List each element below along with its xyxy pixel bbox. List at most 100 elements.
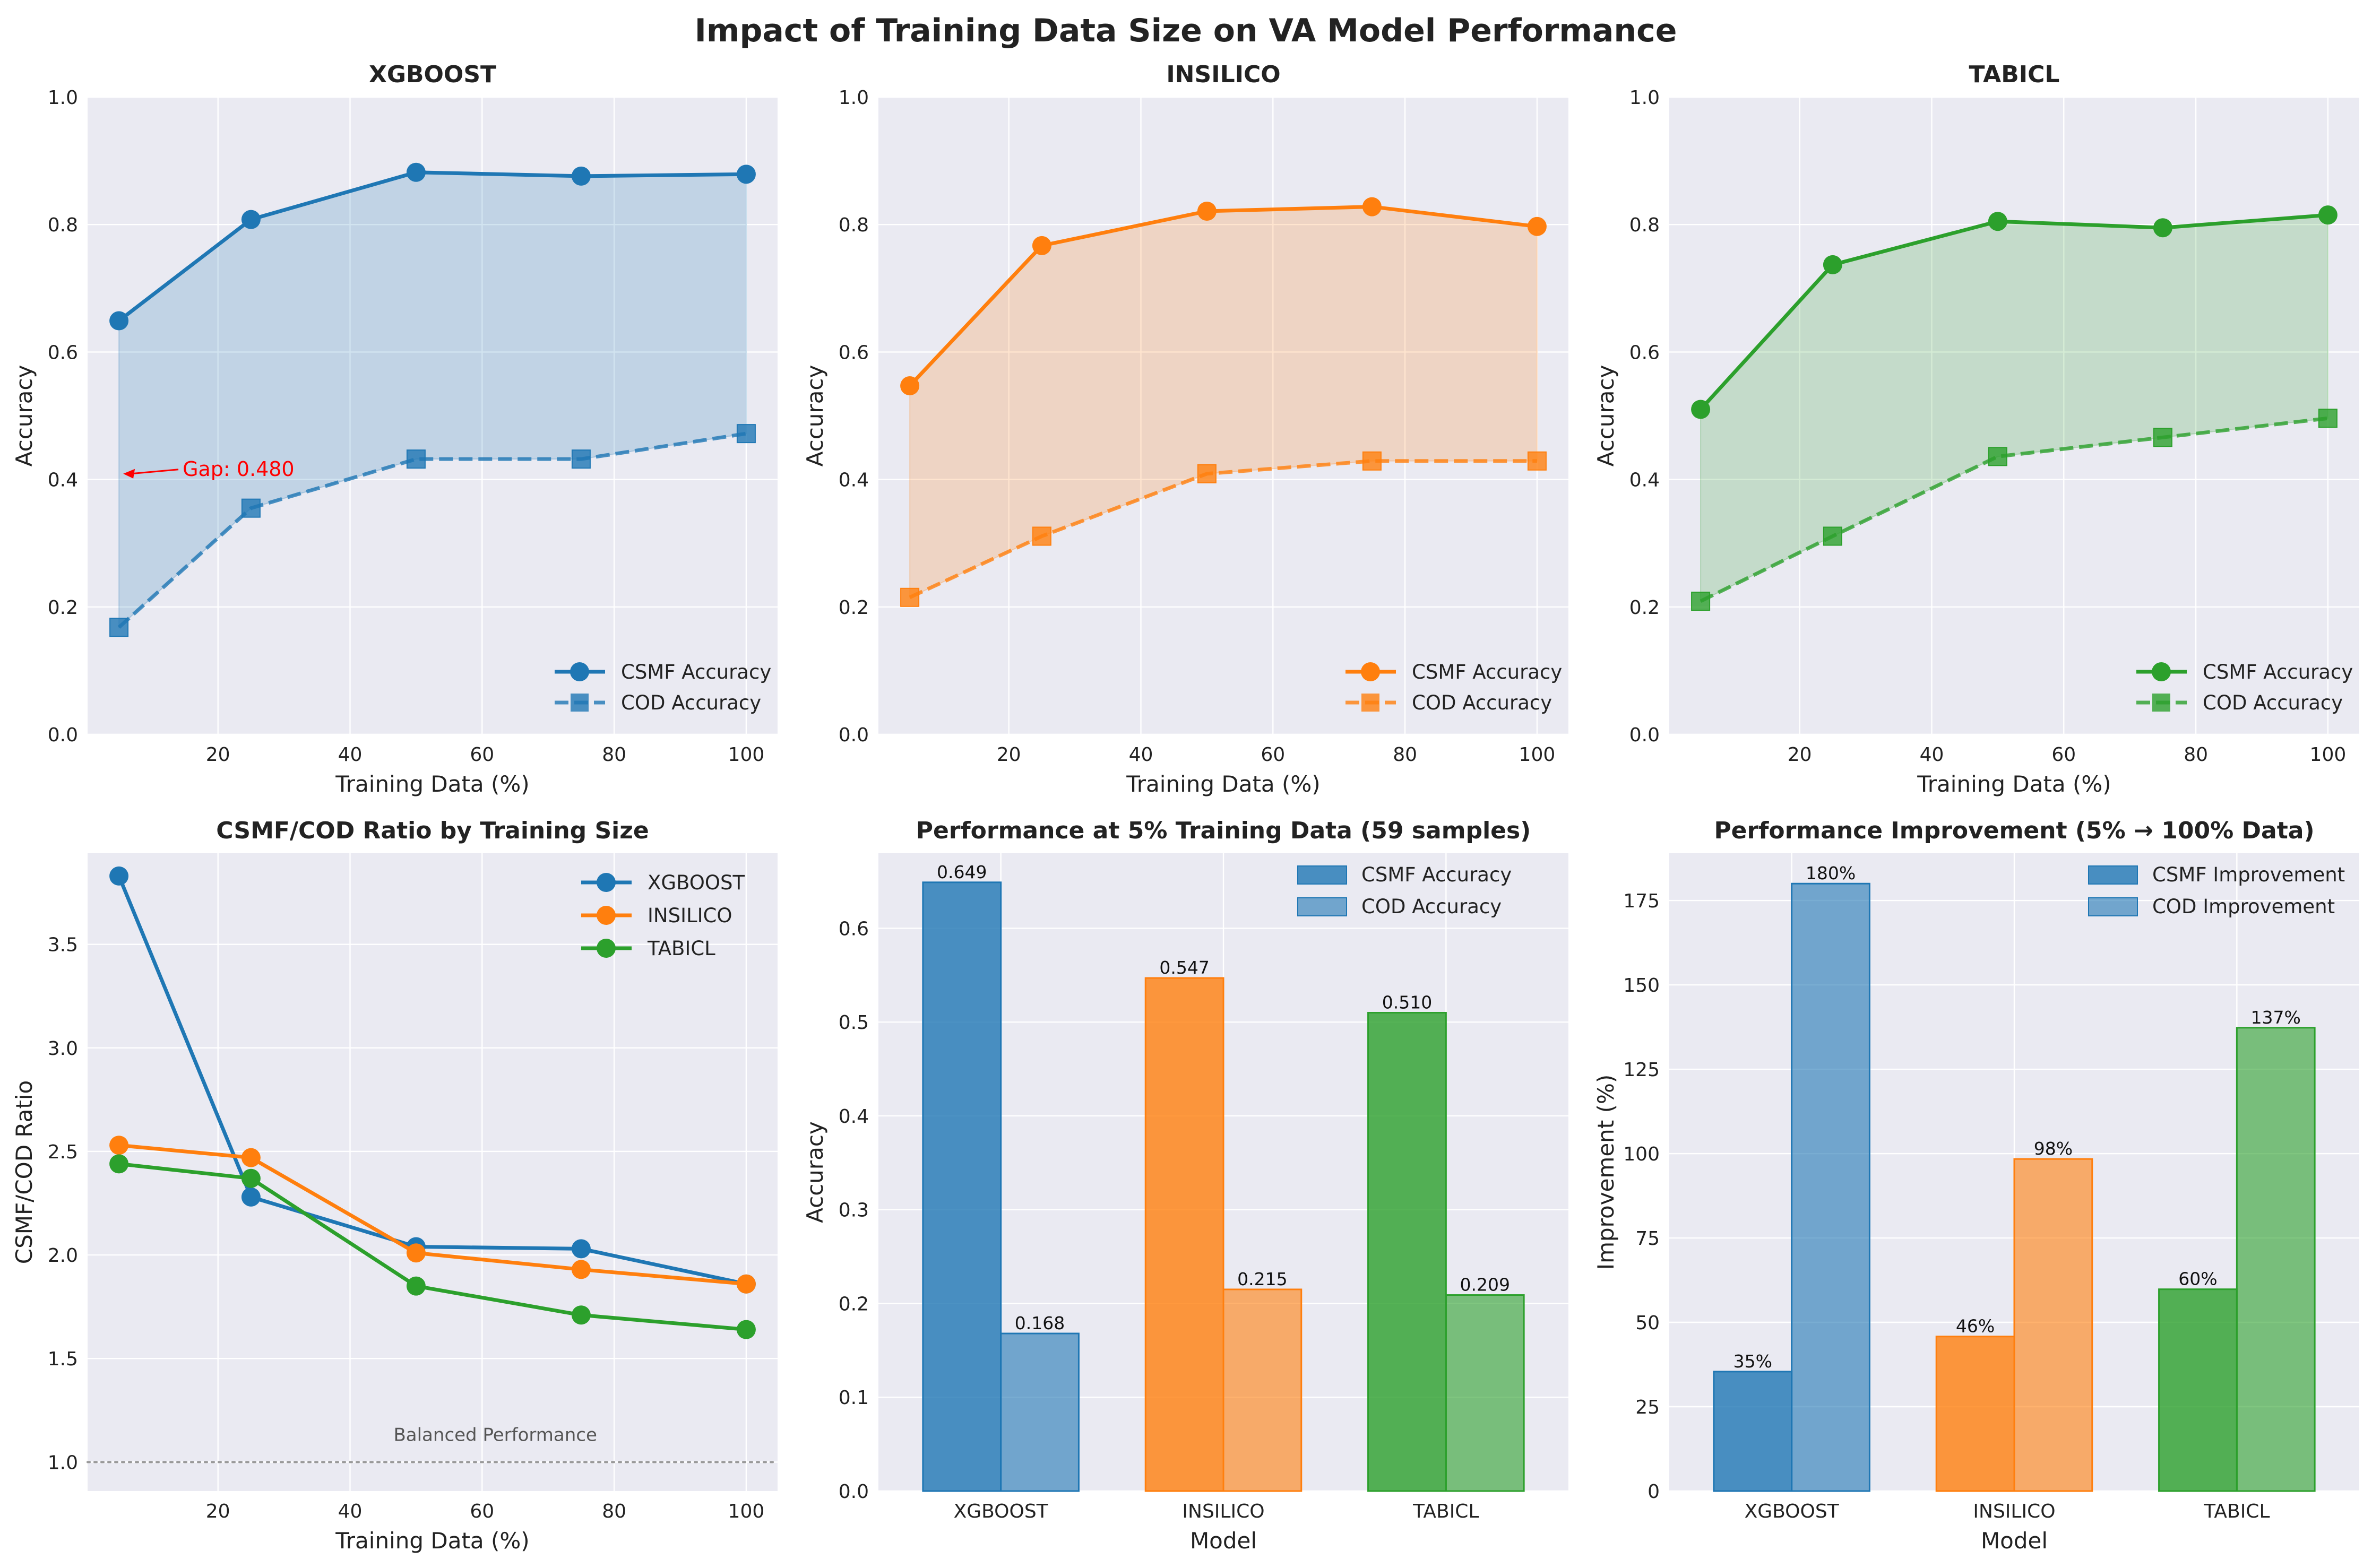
cod-accuracy-point: [1197, 464, 1217, 483]
legend-label: INSILICO: [648, 904, 732, 927]
legend-label: XGBOOST: [648, 871, 745, 894]
x-tick-label: INSILICO: [1182, 1501, 1264, 1522]
legend-marker-csmf: [2152, 662, 2171, 681]
x-axis-label: Training Data (%): [1126, 771, 1320, 797]
y-tick-label: 0.3: [839, 1200, 869, 1222]
ratio-point-tabicl: [406, 1276, 426, 1296]
x-tick-label: 100: [2310, 744, 2347, 766]
legend-label-cod: COD Accuracy: [621, 691, 761, 714]
panel-title: TABICL: [1969, 61, 2060, 88]
csmf-accuracy-point: [2153, 218, 2172, 238]
x-tick-label: 20: [997, 744, 1021, 766]
ratio-point-tabicl: [571, 1305, 591, 1325]
cod-accuracy-point: [571, 449, 591, 469]
y-tick-label: 0.2: [48, 597, 78, 619]
bar-tabicl-cod: [2236, 1027, 2316, 1492]
legend-label: CSMF Accuracy: [1361, 863, 1512, 886]
y-tick-label: 0.5: [839, 1012, 869, 1034]
legend-swatch: [2088, 897, 2138, 916]
ratio-point-xgboost: [109, 866, 129, 886]
csmf-accuracy-point: [2318, 205, 2338, 225]
plot-area: [88, 97, 778, 734]
csmf-accuracy-point: [736, 164, 756, 184]
legend-label-csmf: CSMF Accuracy: [1412, 661, 1562, 683]
ratio-point-tabicl: [736, 1320, 756, 1339]
cod-accuracy-point: [406, 449, 426, 469]
cod-accuracy-line: [117, 431, 747, 629]
panel-title: Performance Improvement (5% → 100% Data): [1714, 817, 2314, 844]
y-axis-label: Accuracy: [1593, 365, 1619, 467]
ratio-point-insilico: [109, 1136, 129, 1155]
bar-tabicl-cod: [1445, 1294, 1525, 1492]
panel-3: TABICL Training Data (%) Accuracy 0.0 0.2 0.4…: [1593, 61, 2359, 797]
bar-value-label: 0.168: [1015, 1313, 1065, 1333]
ratio-point-insilico: [241, 1148, 261, 1167]
csmf-accuracy-point: [900, 376, 920, 396]
y-tick-label: 1.5: [48, 1348, 78, 1370]
y-tick-label: 0.8: [48, 214, 78, 236]
y-tick-label: 3.5: [48, 934, 78, 956]
cod-accuracy-point: [2318, 409, 2338, 428]
x-tick-label: 60: [470, 1501, 494, 1522]
x-axis-label: Training Data (%): [1917, 771, 2111, 797]
csmf-accuracy-point: [1823, 255, 1842, 274]
x-tick-label: 80: [602, 1501, 626, 1522]
bar-value-label: 0.510: [1382, 992, 1432, 1013]
bar-xgboost-cod: [1000, 1332, 1080, 1492]
x-tick-label: 20: [1788, 744, 1812, 766]
csmf-accuracy-point: [1197, 201, 1217, 221]
bar-value-label: 137%: [2251, 1007, 2301, 1028]
ratio-point-tabicl: [241, 1168, 261, 1188]
y-tick-label: 0.2: [1629, 597, 1660, 619]
legend-marker-cod: [571, 694, 589, 712]
plot-area: [1669, 97, 2359, 734]
panel-title: CSMF/COD Ratio by Training Size: [216, 817, 649, 844]
y-tick-label: 75: [1635, 1228, 1660, 1250]
csmf-accuracy-point: [1691, 400, 1711, 419]
y-tick-label: 0.2: [839, 1293, 869, 1315]
y-tick-label: 1.0: [48, 1452, 78, 1474]
legend-label: COD Accuracy: [1361, 895, 1502, 918]
y-tick-label: 0.4: [839, 1106, 869, 1128]
panel-title: INSILICO: [1166, 61, 1280, 88]
x-axis-label: Model: [1190, 1528, 1257, 1554]
y-tick-label: 25: [1635, 1397, 1660, 1418]
cod-accuracy-point: [1988, 447, 2007, 466]
bar-xgboost-cod: [1791, 882, 1870, 1492]
cod-accuracy-point: [109, 618, 129, 637]
y-tick-label: 3.0: [48, 1038, 78, 1060]
csmf-accuracy-point: [109, 311, 129, 331]
ratio-point-insilico: [736, 1274, 756, 1294]
y-tick-label: 1.0: [1629, 87, 1660, 109]
cod-accuracy-point: [1032, 526, 1051, 546]
x-axis-label: Training Data (%): [335, 771, 529, 797]
y-tick-label: 0.8: [1629, 214, 1660, 236]
bar-xgboost-csmf: [1713, 1371, 1793, 1492]
csmf-accuracy-point: [1527, 216, 1547, 236]
bar-value-label: 60%: [2178, 1269, 2217, 1289]
legend-marker: [597, 939, 616, 958]
legend-swatch: [1297, 897, 1347, 916]
y-tick-label: 0.0: [839, 1481, 869, 1503]
x-axis-label: Training Data (%): [335, 1528, 529, 1554]
legend-label-csmf: CSMF Accuracy: [621, 661, 771, 683]
panel-4: CSMF/COD Ratio by Training Size Training …: [11, 817, 779, 1554]
bar-tabicl-csmf: [2158, 1288, 2238, 1492]
bar-xgboost-csmf: [922, 881, 1002, 1492]
legend-label: COD Improvement: [2152, 895, 2335, 918]
x-tick-label: 100: [728, 744, 765, 766]
bar-value-label: 35%: [1733, 1351, 1772, 1372]
legend-swatch: [1297, 865, 1347, 885]
legend-marker: [597, 906, 616, 925]
y-axis-label: Accuracy: [11, 365, 37, 467]
csmf-accuracy-point: [1032, 236, 1051, 255]
x-tick-label: 100: [1519, 744, 1556, 766]
bar-value-label: 0.547: [1159, 957, 1209, 978]
y-tick-label: 125: [1623, 1059, 1660, 1081]
legend-marker-cod: [2152, 694, 2170, 712]
x-tick-label: INSILICO: [1973, 1501, 2055, 1522]
cod-accuracy-point: [241, 498, 261, 518]
bar-insilico-csmf: [1144, 977, 1224, 1492]
csmf-accuracy-point: [406, 162, 426, 182]
legend-marker-cod: [1361, 694, 1379, 712]
